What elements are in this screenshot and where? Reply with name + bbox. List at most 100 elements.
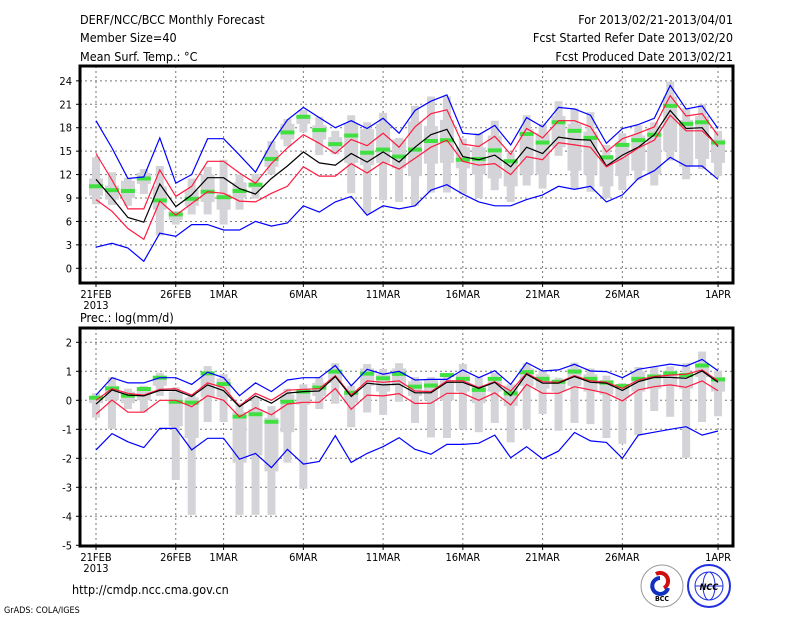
- green-marker: [89, 395, 103, 400]
- ensemble-whisker: [219, 159, 228, 225]
- green-marker: [89, 184, 103, 189]
- ensemble-box: [487, 135, 502, 179]
- green-marker: [503, 159, 518, 164]
- ensemble-whisker: [618, 382, 627, 444]
- x-tick-label: 11MAR: [366, 551, 401, 564]
- series-line-mean: [95, 370, 719, 408]
- green-marker: [487, 376, 502, 381]
- x-tick-label: 21MAR: [525, 551, 560, 564]
- y-tick-label: -5: [62, 539, 72, 552]
- green-marker: [408, 384, 422, 389]
- ensemble-whisker: [363, 364, 372, 413]
- ensemble-box: [679, 119, 694, 167]
- green-marker: [136, 176, 151, 181]
- green-marker: [471, 387, 486, 392]
- y-tick-label: 15: [59, 145, 72, 158]
- ncc-logo-text: NCC: [700, 583, 719, 593]
- green-marker: [120, 188, 135, 193]
- x-tick-label: 21FEB: [80, 288, 112, 301]
- green-marker: [599, 155, 614, 160]
- green-marker: [392, 371, 407, 376]
- green-marker: [519, 370, 534, 375]
- website-url: http://cmdp.ncc.cma.gov.cn: [72, 582, 229, 597]
- y-tick-label: 0: [66, 394, 72, 407]
- green-marker: [615, 384, 630, 389]
- x-tick-label: 1APR: [705, 551, 731, 564]
- ensemble-box: [296, 116, 311, 124]
- y-tick-label: 0: [66, 262, 72, 275]
- green-marker: [408, 147, 422, 152]
- ensemble-whisker: [395, 137, 404, 202]
- ensemble-box: [264, 417, 279, 472]
- green-marker: [104, 188, 119, 193]
- green-marker: [519, 131, 534, 136]
- green-marker: [583, 376, 598, 381]
- green-marker: [344, 133, 359, 138]
- ensemble-whisker: [411, 377, 419, 423]
- green-marker: [695, 120, 710, 125]
- green-marker: [535, 140, 550, 145]
- ensemble-box: [296, 391, 311, 405]
- ensemble-box: [647, 127, 662, 175]
- ensemble-whisker: [682, 363, 691, 458]
- ensemble-whisker: [331, 363, 340, 404]
- ensemble-box: [695, 116, 710, 159]
- ensemble-box: [200, 174, 215, 202]
- ensemble-whisker: [251, 397, 260, 515]
- ensemble-whisker: [602, 375, 611, 438]
- ensemble-box: [567, 123, 582, 171]
- ensemble-whisker: [506, 384, 515, 443]
- ensemble-whisker: [650, 366, 659, 412]
- ensemble-whisker: [458, 364, 467, 430]
- ensemble-whisker: [666, 366, 675, 417]
- ensemble-whisker: [347, 385, 356, 428]
- green-marker: [376, 147, 391, 152]
- x-tick-label: 1APR: [705, 288, 731, 301]
- ensemble-box: [711, 139, 726, 163]
- start-date: Fcst Started Refer Date 2013/02/20: [533, 30, 733, 45]
- top-panel-variable: Mean Surf. Temp.: °C: [80, 49, 198, 64]
- ensemble-box: [200, 374, 215, 398]
- green-marker: [344, 390, 359, 395]
- green-marker: [328, 142, 343, 147]
- bottom-panel-variable: Prec.: log(mm/d): [80, 310, 174, 325]
- temperature-panel: 24 21 18 15 12 9 6 3 0 21FEB 26FEB 1MAR 6MAR 11MAR 16M…: [59, 64, 735, 312]
- x-tick-label: 1MAR: [209, 288, 238, 301]
- green-marker: [583, 135, 598, 140]
- y-tick-label: 3: [66, 239, 72, 252]
- green-marker: [679, 121, 694, 126]
- green-marker: [711, 140, 726, 145]
- x-tick-label: 26MAR: [605, 551, 640, 564]
- ensemble-whisker: [379, 368, 388, 415]
- series-line-max: [95, 84, 719, 185]
- green-marker: [455, 376, 470, 381]
- x-tick-label: 21FEB: [80, 551, 112, 564]
- series-line-max: [95, 358, 719, 397]
- forecast-period: For 2013/02/21-2013/04/01: [578, 12, 733, 27]
- green-marker: [631, 138, 646, 143]
- ensemble-whisker: [171, 387, 180, 481]
- green-marker: [264, 419, 279, 424]
- plot-frame: [78, 326, 735, 548]
- green-marker: [679, 373, 694, 378]
- ensemble-whisker: [698, 351, 707, 423]
- green-marker: [615, 142, 630, 147]
- green-marker: [168, 399, 183, 404]
- ensemble-box: [583, 131, 598, 175]
- green-marker: [248, 182, 263, 187]
- ensemble-whisker: [634, 366, 643, 436]
- green-marker: [663, 103, 678, 108]
- ensemble-whisker: [586, 368, 595, 425]
- green-marker: [439, 373, 454, 378]
- ensemble-whisker: [363, 122, 372, 214]
- ensemble-whisker: [474, 377, 483, 433]
- ensemble-box: [184, 397, 199, 438]
- series-line-mean: [95, 109, 719, 223]
- y-tick-label: 2: [66, 336, 72, 349]
- ensemble-whisker: [299, 384, 308, 489]
- green-marker: [184, 196, 199, 201]
- x-year-label: 2013: [83, 299, 108, 312]
- green-marker: [567, 128, 582, 133]
- chart-title: DERF/NCC/BCC Monthly Forecast: [80, 12, 265, 27]
- precipitation-panel: 2 1 0 -1 -2 -3 -4 -5 21FEB 26FEB 1MAR 6MAR 11MAR 16MA…: [62, 326, 735, 575]
